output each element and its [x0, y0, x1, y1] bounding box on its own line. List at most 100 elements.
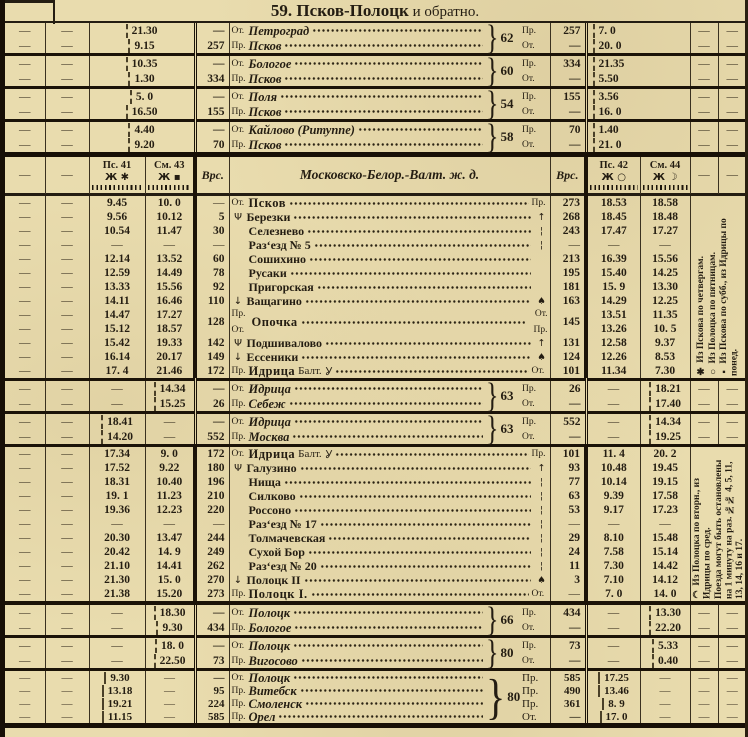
verst-cell: —	[549, 517, 586, 531]
time-value: 21.35	[592, 56, 624, 71]
dash-cell: —	[44, 489, 89, 503]
time-cell: 19.45	[639, 461, 690, 475]
dot-leader	[357, 122, 483, 137]
time-cell: 7.30	[639, 364, 691, 378]
arrive-depart-cell: От.	[522, 139, 535, 150]
time-cell: 21.10	[88, 559, 145, 573]
train-label: См. 43	[154, 160, 185, 171]
time-cell: —	[88, 636, 145, 653]
station-cell: Нища ¦	[228, 475, 550, 489]
verst-cell: 334	[549, 54, 586, 71]
dash-cell: —	[44, 104, 89, 119]
verst-cell: 552	[193, 429, 229, 444]
dash-cell: —	[44, 710, 89, 726]
time-cell: —	[584, 517, 640, 531]
station-cell: Пр. От. От. Пр. Опочка	[228, 308, 551, 336]
timetable-row: — —17.52 9.22 180 Ψ Галузино ↑ 93 10.48 19.45	[5, 461, 745, 475]
time-cell: 15.48	[639, 531, 690, 545]
dash-cell: —	[19, 475, 31, 488]
dash-cell: —	[44, 429, 89, 444]
time-cell: 17.52	[88, 461, 145, 475]
time-value: 5. 0	[129, 89, 153, 104]
time-cell: 20.42	[88, 545, 145, 559]
station-name: Русаки	[248, 266, 287, 280]
dot-leader	[288, 396, 483, 411]
time-value: 3.56	[592, 89, 619, 104]
station-cell: Ψ Подшивалово ↑	[228, 336, 551, 350]
time-cell: 13.52	[144, 252, 195, 266]
time-cell: 15. 9	[584, 280, 641, 294]
days-label: Ж ○	[601, 172, 626, 183]
time-cell: 14.29	[584, 294, 641, 308]
verst-cell: 195	[549, 266, 587, 280]
time-cell: 13.33	[88, 280, 145, 294]
time-value: 18.21	[649, 381, 681, 396]
brace-icon: }	[486, 116, 499, 156]
arrow-down-icon: ↓	[233, 351, 243, 363]
train-label: Пс. 42	[599, 160, 629, 171]
time-cell: 9.30	[88, 669, 145, 684]
dash-cell: —	[44, 461, 89, 475]
dash-cell: —	[44, 71, 89, 86]
time-cell: 4.40	[88, 120, 195, 137]
dash-cell: —	[19, 430, 31, 443]
station-name: Идрица	[248, 446, 296, 461]
dash-cell: —	[19, 697, 31, 710]
header-train-42: Пс. 42 Ж ○	[584, 154, 641, 194]
dash-cell: —	[19, 266, 31, 279]
station-cell: Пр. Псков	[228, 38, 486, 53]
time-value: 20. 0	[592, 38, 622, 53]
time-value: 19.25	[649, 429, 681, 444]
train-number-cell: } 80	[486, 635, 520, 670]
dash-cell: —	[689, 87, 718, 104]
station-entry: Пр. Псков	[230, 71, 486, 86]
verst-cell: 70	[549, 120, 586, 137]
time-cell: —	[88, 238, 145, 252]
dash-cell: —	[717, 620, 745, 635]
dot-leader	[293, 414, 483, 429]
arrive-depart-cell: Пр.	[522, 416, 536, 427]
time-value: 4.40	[128, 122, 155, 137]
station-entry: Ψ Березки ↑	[230, 210, 550, 224]
brace-group: } 80	[486, 635, 520, 670]
station-name: Себеж	[248, 396, 286, 411]
dot-leader	[289, 196, 529, 210]
time-value: 19.21	[101, 697, 132, 710]
station-entry: От. Полоцк	[230, 605, 486, 620]
station-name: Москва	[248, 429, 290, 444]
route-number: 59.	[270, 1, 293, 20]
dot-leader	[319, 517, 531, 531]
dash-cell: —	[44, 195, 89, 210]
time-value: 17. 0	[599, 710, 628, 723]
dot-leader	[313, 238, 531, 252]
time-cell: 19.33	[144, 336, 195, 350]
station-cell: Пр. Бологое	[228, 620, 486, 635]
dot-leader	[300, 653, 483, 668]
station-name: Псков	[248, 71, 282, 86]
arrive-depart-cell: От.	[522, 710, 537, 723]
time-cell: —	[144, 697, 195, 710]
dash-cell: —	[19, 573, 31, 586]
station-name: Галузино	[246, 461, 297, 475]
time-cell: 22.50	[144, 653, 195, 668]
dash-cell: —	[44, 503, 89, 517]
verst-cell: —	[549, 396, 586, 411]
station-name: Нища	[248, 475, 281, 489]
verst-cell: 95	[193, 684, 229, 697]
dot-leader	[293, 210, 531, 224]
dot-leader	[294, 620, 483, 635]
dash-cell: —	[19, 169, 31, 181]
dash-cell: —	[689, 710, 718, 726]
station-cell: Сухой Бор ¦	[228, 545, 550, 559]
dash-cell: —	[717, 412, 745, 429]
station-cell: Ψ Березки ↑	[228, 210, 551, 224]
train-number: 58	[500, 129, 514, 144]
station-entry: Пр. Смоленск	[230, 697, 486, 710]
timetable-row: — — —15.25 26 Пр. Себеж От. — —17.40— —	[5, 396, 745, 411]
verst-cell: 181	[549, 280, 587, 294]
dash-cell: —	[44, 475, 89, 489]
time-value: 10.35	[125, 56, 157, 71]
verst-cell: —	[193, 603, 229, 620]
route-suffix: и обратно.	[408, 4, 480, 20]
timetable-row: — —16.14 20.17 149 ↓ Ессеники ♠ 124 12.26 8.53	[5, 350, 745, 364]
